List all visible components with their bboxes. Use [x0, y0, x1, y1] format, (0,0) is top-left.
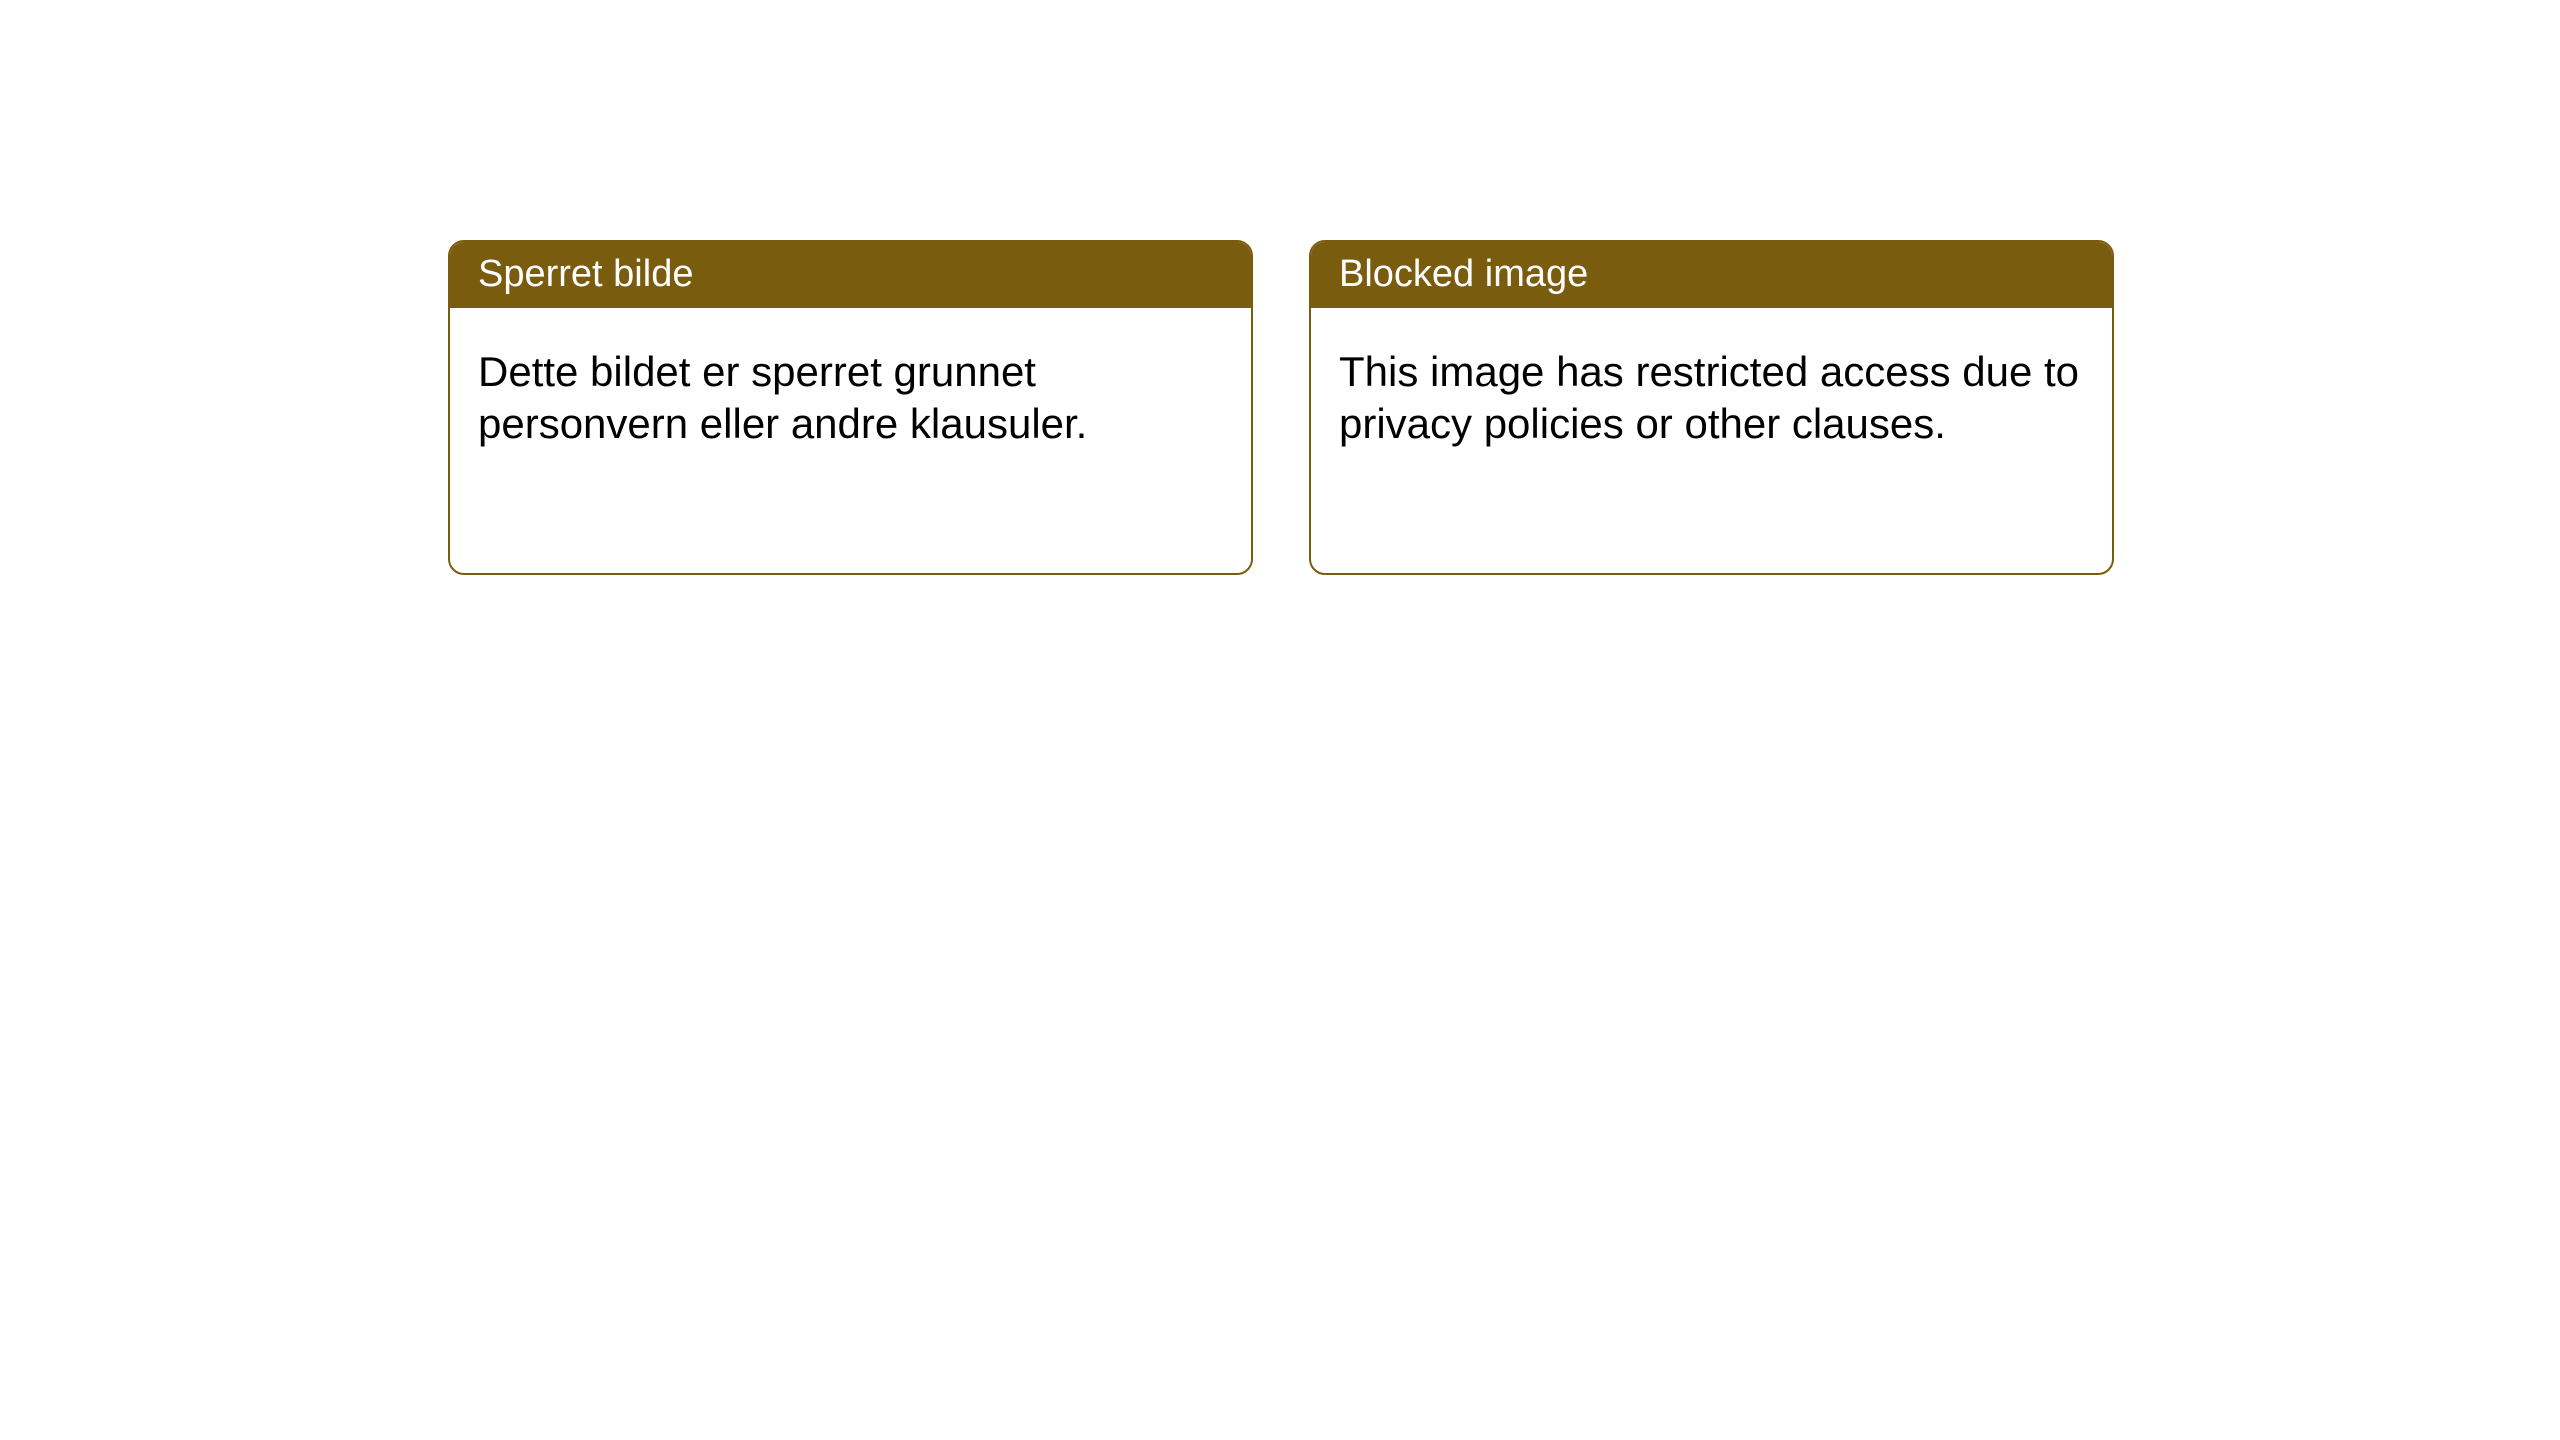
- card-header-en: Blocked image: [1311, 242, 2112, 308]
- card-title-no: Sperret bilde: [478, 253, 693, 295]
- card-message-en: This image has restricted access due to …: [1339, 348, 2079, 448]
- card-header-no: Sperret bilde: [450, 242, 1251, 308]
- card-title-en: Blocked image: [1339, 253, 1588, 295]
- cards-container: Sperret bilde Dette bildet er sperret gr…: [0, 0, 2560, 575]
- card-body-en: This image has restricted access due to …: [1311, 308, 2112, 489]
- card-body-no: Dette bildet er sperret grunnet personve…: [450, 308, 1251, 489]
- blocked-image-card-en: Blocked image This image has restricted …: [1309, 240, 2114, 575]
- card-message-no: Dette bildet er sperret grunnet personve…: [478, 348, 1087, 448]
- blocked-image-card-no: Sperret bilde Dette bildet er sperret gr…: [448, 240, 1253, 575]
